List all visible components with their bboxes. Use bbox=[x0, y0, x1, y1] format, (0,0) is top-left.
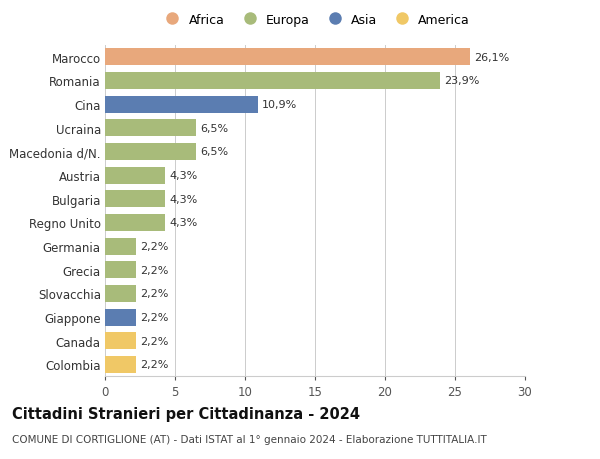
Legend: Africa, Europa, Asia, America: Africa, Europa, Asia, America bbox=[160, 13, 470, 27]
Text: 23,9%: 23,9% bbox=[444, 76, 479, 86]
Bar bbox=[105, 309, 136, 326]
Text: 2,2%: 2,2% bbox=[140, 241, 169, 252]
Text: 4,3%: 4,3% bbox=[169, 194, 197, 204]
Bar bbox=[105, 214, 165, 231]
Bar bbox=[105, 238, 136, 255]
Text: 4,3%: 4,3% bbox=[169, 171, 197, 181]
Text: Cittadini Stranieri per Cittadinanza - 2024: Cittadini Stranieri per Cittadinanza - 2… bbox=[12, 406, 360, 421]
Text: 10,9%: 10,9% bbox=[262, 100, 297, 110]
Text: 2,2%: 2,2% bbox=[140, 336, 169, 346]
Bar bbox=[105, 144, 196, 161]
Text: 2,2%: 2,2% bbox=[140, 265, 169, 275]
Text: 2,2%: 2,2% bbox=[140, 289, 169, 299]
Text: 26,1%: 26,1% bbox=[475, 53, 510, 63]
Bar bbox=[105, 120, 196, 137]
Bar bbox=[105, 285, 136, 302]
Text: 6,5%: 6,5% bbox=[200, 147, 229, 157]
Bar bbox=[105, 191, 165, 208]
Text: 4,3%: 4,3% bbox=[169, 218, 197, 228]
Bar bbox=[105, 73, 440, 90]
Bar bbox=[105, 332, 136, 349]
Text: 2,2%: 2,2% bbox=[140, 313, 169, 322]
Bar bbox=[105, 167, 165, 184]
Text: 2,2%: 2,2% bbox=[140, 359, 169, 369]
Text: COMUNE DI CORTIGLIONE (AT) - Dati ISTAT al 1° gennaio 2024 - Elaborazione TUTTIT: COMUNE DI CORTIGLIONE (AT) - Dati ISTAT … bbox=[12, 434, 487, 444]
Text: 6,5%: 6,5% bbox=[200, 123, 229, 134]
Bar bbox=[105, 262, 136, 279]
Bar bbox=[105, 356, 136, 373]
Bar bbox=[105, 96, 257, 113]
Bar bbox=[105, 49, 470, 66]
